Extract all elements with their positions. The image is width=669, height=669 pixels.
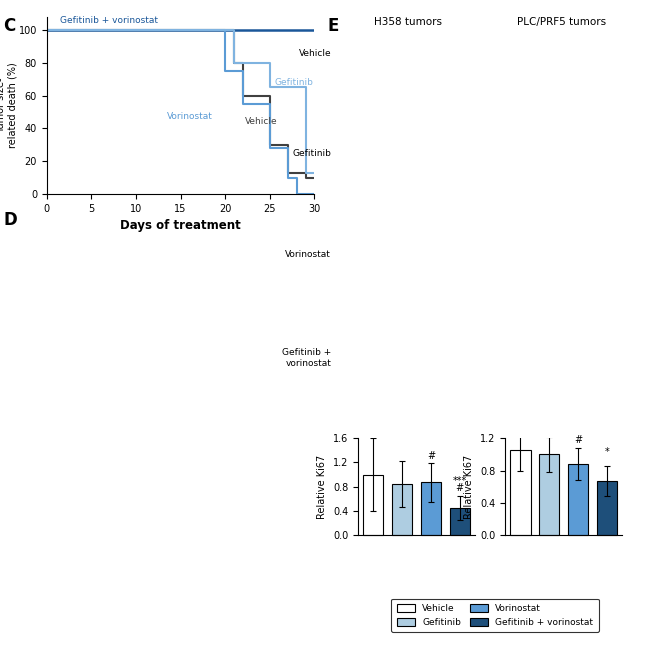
Text: Vorinostat: Vorinostat: [285, 250, 331, 259]
Text: Vehicle: Vehicle: [298, 49, 331, 58]
Bar: [363, 474, 383, 535]
Legend: Vehicle, Gefitinib, Vorinostat, Gefitinib + vorinostat: Vehicle, Gefitinib, Vorinostat, Gefitini…: [391, 599, 599, 632]
Text: Gefitinib +
vorinostat: Gefitinib + vorinostat: [282, 349, 331, 367]
Text: D: D: [3, 211, 17, 229]
Text: Vorinostat: Vorinostat: [167, 112, 213, 121]
Y-axis label: Relative Ki67: Relative Ki67: [317, 454, 327, 519]
Y-axis label: Relative Ki67: Relative Ki67: [464, 454, 474, 519]
Bar: [597, 481, 617, 535]
Text: Gefitinib + vorinostat: Gefitinib + vorinostat: [60, 16, 158, 25]
Y-axis label: Tumor size-
related death (%): Tumor size- related death (%): [0, 62, 17, 149]
Text: Vehicle: Vehicle: [245, 117, 278, 126]
Text: #: #: [574, 436, 582, 446]
Text: *: *: [604, 447, 609, 457]
Bar: [510, 450, 531, 535]
Text: #: #: [456, 484, 464, 493]
Bar: [421, 482, 441, 535]
Text: C: C: [3, 17, 15, 35]
Text: Gefitinib: Gefitinib: [274, 78, 313, 87]
Bar: [568, 464, 588, 535]
Text: E: E: [328, 17, 339, 35]
Text: #: #: [427, 451, 435, 461]
Bar: [392, 484, 412, 535]
Text: H358 tumors: H358 tumors: [374, 17, 442, 27]
Bar: [450, 508, 470, 535]
Text: ***: ***: [452, 476, 467, 486]
Bar: [539, 454, 559, 535]
Text: PLC/PRF5 tumors: PLC/PRF5 tumors: [517, 17, 607, 27]
X-axis label: Days of treatment: Days of treatment: [120, 219, 241, 232]
Text: Gefitinib: Gefitinib: [292, 149, 331, 159]
